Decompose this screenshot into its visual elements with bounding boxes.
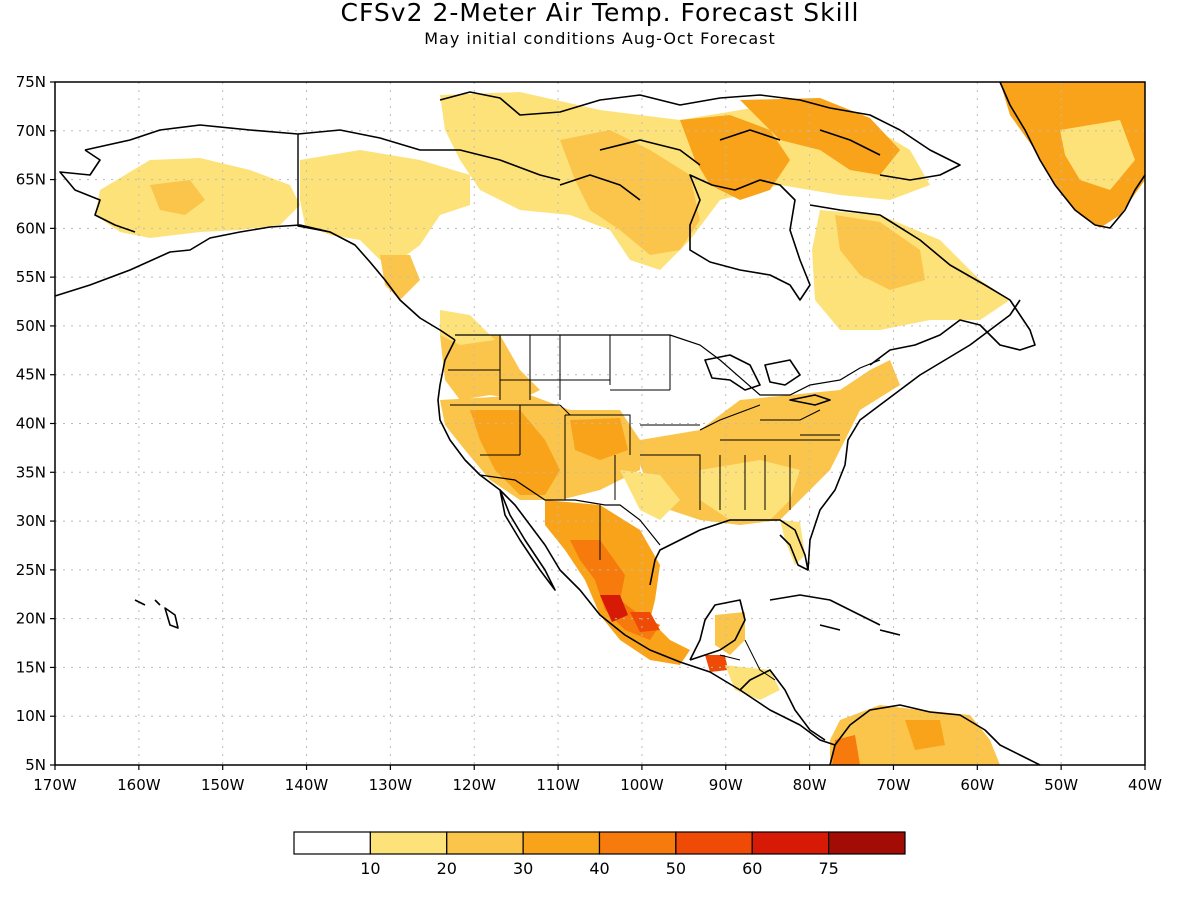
lon-label: 120W [452, 776, 496, 794]
colorbar: 10 20 30 40 50 60 75 [293, 831, 906, 878]
shade-southeast [700, 460, 800, 520]
colorbar-swatch [369, 831, 448, 855]
lon-label: 130W [369, 776, 413, 794]
map-title: CFSv2 2-Meter Air Temp. Forecast Skill [340, 0, 860, 27]
shade-yukon [300, 150, 470, 260]
coast-alaska-north [84, 124, 561, 181]
shade-mexico-hot [630, 612, 660, 632]
colorbar-label: 20 [437, 859, 457, 878]
lon-label: 90W [709, 776, 743, 794]
lon-label: 100W [620, 776, 664, 794]
colorbar-label: 75 [818, 859, 838, 878]
colorbar-swatch [598, 831, 677, 855]
lon-label: 150W [201, 776, 245, 794]
border-us-mexico [479, 474, 661, 546]
lon-label: 40W [1128, 776, 1162, 794]
shade-ellesmere [740, 98, 900, 175]
colorbar-swatch [828, 831, 906, 855]
lat-label: 30N [16, 512, 46, 530]
colorbar-swatch [675, 831, 753, 855]
lon-label: 110W [536, 776, 580, 794]
colorbar-label: 10 [360, 859, 380, 878]
lat-label: 5N [25, 756, 46, 774]
shade-venezuela [905, 720, 945, 750]
border-alaska-canada [297, 134, 331, 233]
longitude-labels: 170W 160W 150W 140W 130W 120W 110W 100W 90W 80W 70… [33, 765, 1162, 794]
coast-west-us [437, 339, 836, 746]
shade-colorado [570, 418, 628, 460]
lon-label: 50W [1044, 776, 1078, 794]
coast-hudson [689, 174, 811, 301]
lat-label: 15N [16, 658, 46, 676]
colorbar-label: 30 [513, 859, 533, 878]
lat-label: 50N [16, 317, 46, 335]
latitude-labels: 75N 70N 65N 60N 55N 50N 45N 40N 35N 30N 25N 20N 15N 1… [16, 73, 55, 774]
border-us-canada [455, 334, 881, 396]
map-subtitle: May initial conditions Aug-Oct Forecast [424, 29, 776, 48]
shade-yucatan [715, 612, 745, 655]
lat-label: 60N [16, 219, 46, 237]
colorbar-swatch [446, 831, 524, 855]
lat-label: 75N [16, 73, 46, 91]
shade-labrador-core [835, 215, 925, 290]
lat-label: 35N [16, 463, 46, 481]
shade-baffin [680, 115, 790, 200]
skill-shading [95, 82, 1145, 765]
lat-label: 45N [16, 366, 46, 384]
colorbar-label: 40 [589, 859, 609, 878]
border-states [448, 335, 840, 510]
lon-label: 140W [285, 776, 329, 794]
coast-greenland [999, 81, 1146, 229]
coast-arctic-islands [439, 91, 961, 201]
coast-caribbean [769, 594, 901, 636]
shade-florida [780, 520, 805, 565]
lat-lon-grid [55, 82, 1145, 765]
coast-alaska-west [59, 149, 136, 233]
lon-label: 170W [33, 776, 77, 794]
colorbar-label: 50 [666, 859, 686, 878]
shade-guatemala [705, 655, 728, 672]
coast-labrador [809, 204, 1036, 366]
colorbar-swatch [522, 831, 601, 855]
coast-east-us [807, 299, 1021, 571]
lat-label: 40N [16, 415, 46, 433]
colorbar-label: 60 [742, 859, 762, 878]
shade-south-am-hot [832, 735, 860, 765]
coast-baja [499, 489, 556, 591]
coast-hawaii [134, 599, 179, 629]
lat-label: 70N [16, 122, 46, 140]
shade-gulf-east-tx [620, 470, 680, 520]
coast-gulf [649, 519, 809, 661]
shade-mexico-peak [600, 595, 628, 622]
shade-pnw [440, 335, 540, 400]
lat-label: 65N [16, 171, 46, 189]
coast-central-am [739, 669, 826, 741]
shade-greenland-light [1060, 120, 1135, 190]
lat-label: 25N [16, 561, 46, 579]
lat-label: 20N [16, 610, 46, 628]
lon-label: 160W [117, 776, 161, 794]
colorbar-swatch [751, 831, 830, 855]
shade-central-am [725, 665, 780, 700]
shade-pnw-light [440, 310, 495, 345]
coastlines [54, 81, 1146, 766]
coast-great-lakes [704, 354, 831, 406]
colorbar-swatch [293, 831, 371, 855]
lat-label: 10N [16, 707, 46, 725]
lon-label: 60W [960, 776, 994, 794]
coast-south-am [829, 704, 1041, 766]
shade-southwest [470, 410, 560, 495]
political-borders [448, 334, 881, 681]
shade-alaska-core [150, 180, 205, 215]
coast-alaska [54, 224, 456, 341]
border-mexico-central [599, 505, 776, 681]
lat-label: 55N [16, 268, 46, 286]
lon-label: 70W [877, 776, 911, 794]
lon-label: 80W [793, 776, 827, 794]
